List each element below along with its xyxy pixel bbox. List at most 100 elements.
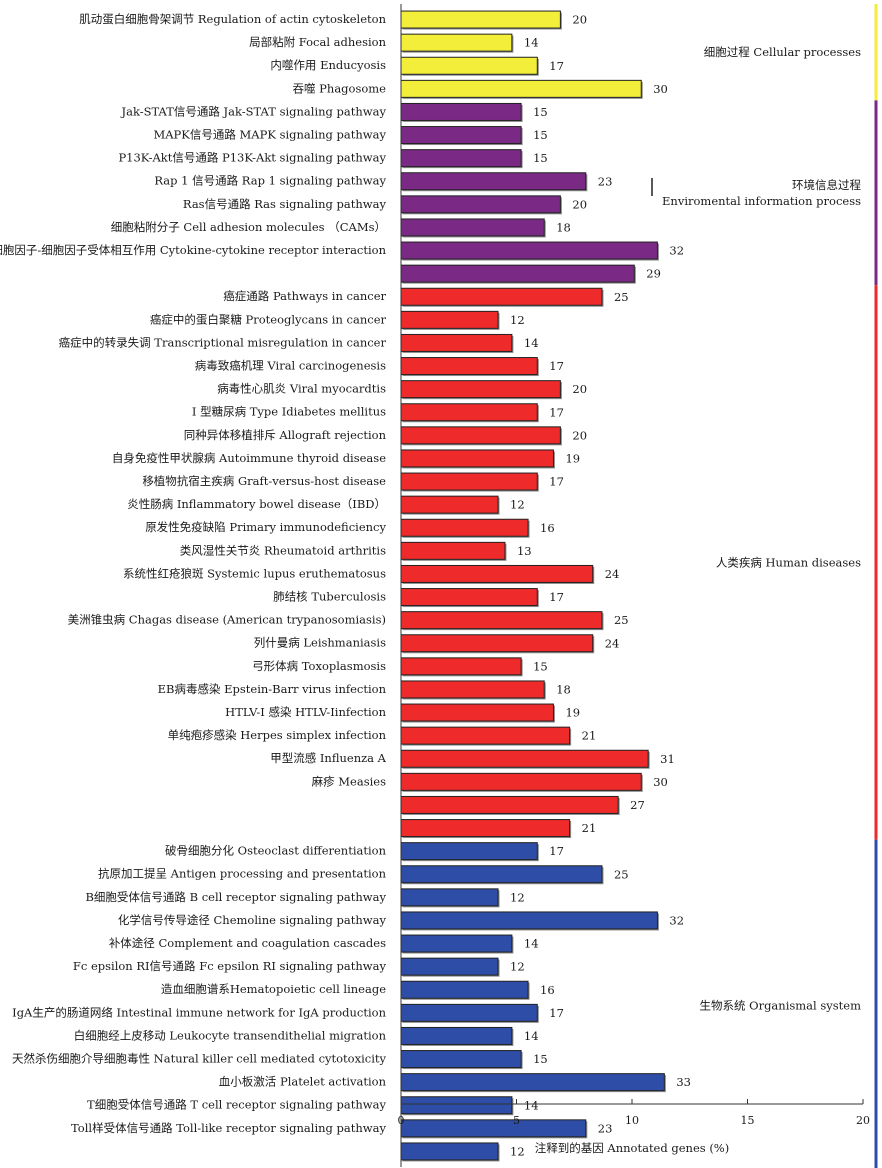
bar <box>400 310 499 329</box>
bar <box>400 634 594 653</box>
category-label: 美洲锥虫病 Chagas disease (American trypanoso… <box>68 613 386 627</box>
bar <box>400 518 529 537</box>
value-label: 15 <box>533 659 548 673</box>
category-label: Fc epsilon RI信号通路 Fc epsilon RI signalin… <box>73 959 387 973</box>
bar <box>400 680 545 699</box>
bar <box>400 287 603 306</box>
value-label: 24 <box>605 636 620 650</box>
x-tick-label: 5 <box>513 1114 520 1127</box>
value-label: 21 <box>582 821 597 835</box>
value-label: 31 <box>660 752 675 766</box>
bar <box>400 33 513 52</box>
value-label: 12 <box>510 1144 525 1158</box>
bar <box>400 888 499 907</box>
bar <box>400 380 561 399</box>
category-label: 血小板激活 Platelet activation <box>219 1075 387 1089</box>
category-label: 病毒致癌机理 Viral carcinogenesis <box>195 359 386 373</box>
value-label: 19 <box>565 706 580 720</box>
category-label: 肌动蛋白细胞骨架调节 Regulation of actin cytoskele… <box>79 12 386 26</box>
bar <box>400 172 587 191</box>
category-label: Jak-STAT信号通路 Jak-STAT signaling pathway <box>120 104 386 118</box>
value-label: 19 <box>565 451 580 465</box>
value-label: 30 <box>653 82 668 96</box>
value-label: 15 <box>533 1052 548 1066</box>
category-label: HTLV-Ⅰ 感染 HTLV-Ⅰinfection <box>225 705 386 719</box>
bar <box>400 218 545 237</box>
value-label: 32 <box>669 913 684 927</box>
bar <box>400 195 561 214</box>
value-label: 23 <box>598 1121 613 1135</box>
bar <box>400 403 538 422</box>
bar <box>400 934 513 953</box>
category-label: B细胞受体信号通路 B cell receptor signaling path… <box>85 890 386 904</box>
bar <box>400 1119 587 1138</box>
bar <box>400 703 554 722</box>
value-label: 24 <box>605 567 620 581</box>
bar <box>400 541 506 560</box>
value-label: 25 <box>614 613 629 627</box>
category-label: Toll样受体信号通路 Toll-like receptor signaling… <box>71 1121 386 1135</box>
bar <box>400 1073 665 1092</box>
category-label: 同种异体移植排斥 Allograft rejection <box>184 428 387 442</box>
category-label: 白细胞经上皮移动 Leukocyte transendithelial migr… <box>74 1028 387 1042</box>
value-label: 29 <box>646 267 661 281</box>
group-label: 细胞过程 Cellular processes <box>704 45 861 59</box>
bar <box>400 842 538 861</box>
bar <box>400 726 571 745</box>
category-label: 吞噬 Phagosome <box>293 81 387 95</box>
x-tick-label: 15 <box>741 1114 755 1127</box>
bar <box>400 588 538 607</box>
value-label: 14 <box>524 336 539 350</box>
category-label: 弓形体病 Toxoplasmosis <box>252 659 386 673</box>
bar <box>400 449 554 468</box>
bar <box>400 980 529 999</box>
value-label: 23 <box>598 174 613 188</box>
bar <box>400 333 513 352</box>
category-label: 麻疹 Measies <box>312 774 386 788</box>
value-label: 12 <box>510 313 525 327</box>
category-label: 列什曼病 Leishmaniasis <box>254 636 386 650</box>
category-label: 细胞因子-细胞因子受体相互作用 Cytokine-cytokine recept… <box>0 243 387 257</box>
category-label: 细胞粘附分子 Cell adhesion molecules （CAMs） <box>111 220 386 234</box>
group-label: 人类疾病 Human diseases <box>716 555 861 569</box>
value-label: 13 <box>517 544 532 558</box>
category-label: IgA生产的肠道网络 Intestinal immune network for… <box>12 1005 386 1019</box>
category-label: EB病毒感染 Epstein-Barr virus infection <box>158 682 387 696</box>
category-label: 癌症通路 Pathways in cancer <box>223 289 386 303</box>
value-label: 17 <box>549 590 564 604</box>
value-label: 33 <box>676 1075 691 1089</box>
bar <box>400 749 649 768</box>
value-label: 17 <box>549 359 564 373</box>
category-label: 类风湿性关节炎 Rheumatoid arthritis <box>180 543 386 557</box>
x-axis-title: 注释到的基因 Annotated genes (%) <box>535 1141 729 1155</box>
value-label: 12 <box>510 890 525 904</box>
bar <box>400 819 571 838</box>
value-label: 30 <box>653 775 668 789</box>
value-label: 25 <box>614 867 629 881</box>
bar <box>400 241 658 260</box>
bar <box>400 149 522 168</box>
value-label: 18 <box>556 220 571 234</box>
value-label: 15 <box>533 105 548 119</box>
value-label: 16 <box>540 983 555 997</box>
category-label: 病毒性心肌炎 Viral myocardtis <box>217 382 386 396</box>
value-label: 12 <box>510 960 525 974</box>
category-label: 单纯疱疹感染 Herpes simplex infection <box>168 728 387 742</box>
value-label: 12 <box>510 498 525 512</box>
category-label: 抗原加工提呈 Antigen processing and presentati… <box>98 867 387 881</box>
bar <box>400 1026 513 1045</box>
bars-layer <box>400 10 666 1162</box>
value-label: 16 <box>540 521 555 535</box>
category-labels-layer: 20 肌动蛋白细胞骨架调节 Regulation of actin cytoske… <box>0 12 691 1158</box>
group-label: Enviromental information process <box>662 194 861 208</box>
bar <box>400 865 603 884</box>
category-label: 系统性红疮狼斑 Systemic lupus eruthematosus <box>123 566 386 580</box>
value-label: 14 <box>524 36 539 50</box>
bar <box>400 772 642 791</box>
value-label: 17 <box>549 405 564 419</box>
bar <box>400 564 594 583</box>
value-label: 14 <box>524 1098 539 1112</box>
bar <box>400 472 538 491</box>
group-label: 生物系统 Organismal system <box>699 998 861 1012</box>
value-label: 17 <box>549 59 564 73</box>
